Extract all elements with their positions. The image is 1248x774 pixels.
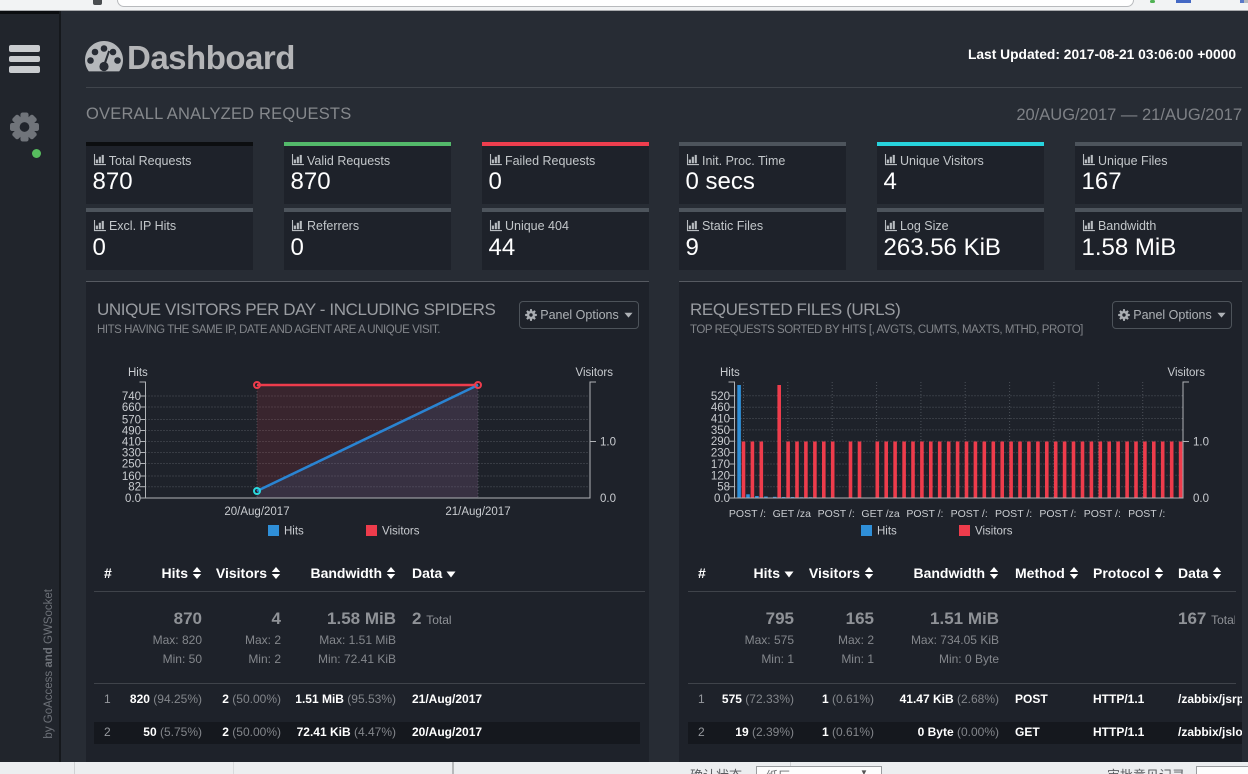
svg-text:0.0: 0.0 (125, 493, 141, 505)
svg-text:0.0: 0.0 (600, 493, 616, 505)
svg-text:Visitors: Visitors (382, 526, 420, 538)
svg-text:Hits: Hits (284, 526, 304, 538)
svg-text:170: 170 (711, 459, 730, 471)
svg-text:0.0: 0.0 (1193, 493, 1209, 505)
svg-text:POST /:: POST /: (818, 508, 855, 520)
svg-text:460: 460 (711, 402, 730, 414)
svg-text:Visitors: Visitors (975, 526, 1013, 538)
svg-text:1.0: 1.0 (600, 437, 616, 449)
svg-text:58: 58 (717, 482, 730, 494)
svg-text:290: 290 (711, 436, 730, 448)
svg-text:740: 740 (122, 391, 141, 403)
svg-text:Hits: Hits (128, 367, 148, 379)
svg-text:0.0: 0.0 (714, 493, 730, 505)
svg-text:520: 520 (711, 391, 730, 403)
svg-text:230: 230 (711, 448, 730, 460)
svg-text:POST /:: POST /: (1084, 508, 1121, 520)
svg-text:20/Aug/2017: 20/Aug/2017 (224, 506, 289, 518)
svg-text:GET /za: GET /za (861, 508, 899, 520)
svg-text:1.0: 1.0 (1193, 437, 1209, 449)
svg-text:POST /:: POST /: (729, 508, 766, 520)
svg-text:160: 160 (122, 471, 141, 483)
svg-text:410: 410 (711, 414, 730, 426)
svg-text:82: 82 (128, 482, 141, 494)
svg-text:POST /:: POST /: (1039, 508, 1076, 520)
svg-text:490: 490 (122, 426, 141, 438)
svg-text:120: 120 (711, 470, 730, 482)
svg-text:GET /za: GET /za (773, 508, 811, 520)
svg-text:410: 410 (122, 437, 141, 449)
svg-text:350: 350 (711, 425, 730, 437)
svg-text:Visitors: Visitors (1168, 367, 1206, 379)
svg-text:Hits: Hits (877, 526, 897, 538)
svg-text:POST /:: POST /: (1128, 508, 1165, 520)
svg-text:250: 250 (122, 459, 141, 471)
svg-text:Hits: Hits (720, 367, 740, 379)
svg-text:POST /:: POST /: (951, 508, 988, 520)
svg-text:Visitors: Visitors (576, 367, 614, 379)
svg-text:570: 570 (122, 415, 141, 427)
svg-text:660: 660 (122, 402, 141, 414)
svg-text:POST /:: POST /: (906, 508, 943, 520)
svg-text:21/Aug/2017: 21/Aug/2017 (445, 506, 510, 518)
svg-text:330: 330 (122, 448, 141, 460)
svg-text:POST /:: POST /: (995, 508, 1032, 520)
